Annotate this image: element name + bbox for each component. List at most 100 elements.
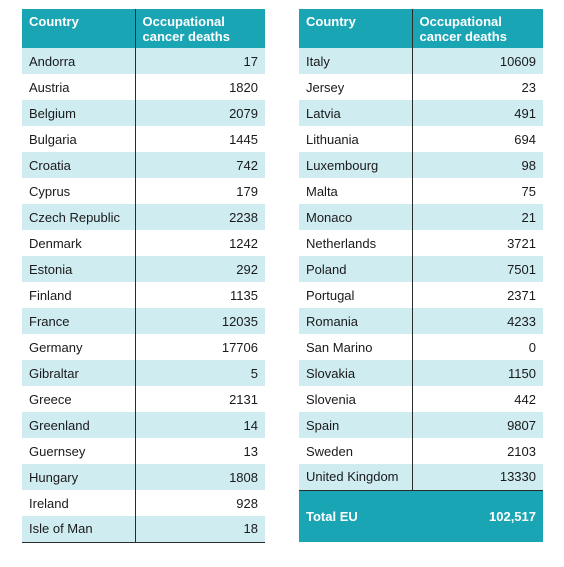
table-row: Luxembourg 98: [299, 152, 543, 178]
country-column-header: Country: [22, 9, 136, 48]
deaths-cell: 2103: [507, 443, 536, 459]
deaths-cell: 9807: [412, 412, 543, 438]
cancer-deaths-table-right: Country Occupational cancer deaths Italy…: [299, 9, 543, 542]
table-row: Latvia 491: [299, 100, 543, 126]
table-row: Cyprus 179: [22, 178, 265, 204]
country-cell: Denmark: [22, 230, 136, 256]
deaths-cell: 13: [243, 443, 258, 459]
deaths-cell: 0: [528, 339, 536, 355]
country-cell: Greece: [22, 386, 136, 412]
country-cell: Luxembourg: [299, 152, 413, 178]
table-row: Malta 75: [299, 178, 543, 204]
table-body-right: Italy 10609 Jersey 23 Latvia 491 Lithuania 694 L…: [299, 48, 543, 491]
table-row: San Marino 0: [299, 334, 543, 360]
deaths-cell: 2131: [229, 391, 258, 407]
deaths-cell: 491: [412, 100, 543, 126]
deaths-cell: 179: [236, 183, 258, 199]
deaths-cell: 3721: [507, 235, 536, 251]
deaths-cell: 17: [135, 48, 265, 74]
deaths-header-line1: Occupational: [142, 14, 225, 29]
deaths-cell: 1445: [229, 131, 258, 147]
country-cell: Gibraltar: [22, 360, 136, 386]
deaths-cell: 1135: [230, 287, 258, 303]
deaths-cell: 13330: [412, 464, 543, 491]
table-row: Lithuania 694: [299, 126, 543, 152]
country-cell: Spain: [299, 412, 413, 438]
deaths-header-line2: cancer deaths: [142, 29, 230, 44]
deaths-cell: 18: [135, 516, 265, 543]
table-row: Netherlands 3721: [299, 230, 543, 256]
table-row: Portugal 2371: [299, 282, 543, 308]
table-row: Slovenia 442: [299, 386, 543, 412]
table-header-row: Country Occupational cancer deaths: [299, 9, 543, 48]
deaths-cell: 75: [521, 183, 536, 199]
table-row: Guernsey 13: [22, 438, 265, 464]
deaths-cell: 14: [135, 412, 265, 438]
deaths-cell: 1150: [412, 360, 543, 386]
deaths-column-header: Occupational cancer deaths: [135, 9, 265, 48]
table-row: Belgium 2079: [22, 100, 265, 126]
country-cell: Romania: [299, 308, 413, 334]
country-cell: Slovenia: [299, 386, 413, 412]
table-row: Germany 17706: [22, 334, 265, 360]
table-row: Estonia 292: [22, 256, 265, 282]
table-row: Greenland 14: [22, 412, 265, 438]
country-cell: Croatia: [22, 152, 136, 178]
country-cell: Bulgaria: [22, 126, 136, 152]
country-cell: Germany: [22, 334, 136, 360]
table-row: Andorra 17: [22, 48, 265, 74]
deaths-cell: 1820: [229, 79, 258, 95]
table-row: Isle of Man 18: [22, 516, 265, 543]
table-row: France 12035: [22, 308, 265, 334]
table-row: Italy 10609: [299, 48, 543, 74]
country-cell: Estonia: [22, 256, 136, 282]
country-cell: Latvia: [299, 100, 413, 126]
country-cell: Finland: [22, 282, 136, 308]
deaths-cell: 5: [135, 360, 265, 386]
deaths-cell: 2371: [507, 287, 536, 303]
country-cell: San Marino: [299, 334, 413, 360]
table-row: United Kingdom 13330: [299, 464, 543, 491]
deaths-cell: 292: [135, 256, 265, 282]
country-cell: Portugal: [299, 282, 413, 308]
country-cell: Slovakia: [299, 360, 413, 386]
deaths-cell: 98: [412, 152, 543, 178]
table-body-left: Andorra 17 Austria 1820 Belgium 2079 Bulgaria 1…: [22, 48, 265, 543]
deaths-cell: 4233: [412, 308, 543, 334]
deaths-cell: 694: [514, 131, 536, 147]
total-value: 102,517: [412, 490, 543, 542]
deaths-cell: 23: [521, 79, 536, 95]
table-row: Monaco 21: [299, 204, 543, 230]
country-cell: Jersey: [299, 74, 413, 100]
table-row: Greece 2131: [22, 386, 265, 412]
table-row: Ireland 928: [22, 490, 265, 516]
country-cell: Sweden: [299, 438, 413, 464]
table-row: Denmark 1242: [22, 230, 265, 256]
table-row: Poland 7501: [299, 256, 543, 282]
country-cell: Andorra: [22, 48, 136, 74]
table-row: Hungary 1808: [22, 464, 265, 490]
deaths-header-line1: Occupational: [419, 14, 502, 29]
table-row: Finland 1135: [22, 282, 265, 308]
deaths-cell: 17706: [221, 339, 258, 355]
deaths-cell: 742: [135, 152, 265, 178]
table-row: Slovakia 1150: [299, 360, 543, 386]
country-cell: United Kingdom: [299, 464, 413, 491]
deaths-header-line2: cancer deaths: [419, 29, 507, 44]
table-row: Czech Republic 2238: [22, 204, 265, 230]
table-row: Spain 9807: [299, 412, 543, 438]
table-row: Austria 1820: [22, 74, 265, 100]
table-row: Sweden 2103: [299, 438, 543, 464]
deaths-cell: 10609: [412, 48, 543, 74]
country-cell: Italy: [299, 48, 413, 74]
deaths-cell: 1808: [135, 464, 265, 490]
table-header-row: Country Occupational cancer deaths: [22, 9, 265, 48]
country-cell: Isle of Man: [22, 516, 136, 543]
country-cell: Greenland: [22, 412, 136, 438]
deaths-cell: 442: [514, 391, 536, 407]
total-row: Total EU 102,517: [299, 490, 543, 542]
country-cell: Monaco: [299, 204, 413, 230]
cancer-deaths-table-left: Country Occupational cancer deaths Andor…: [22, 9, 265, 543]
table-row: Gibraltar 5: [22, 360, 265, 386]
deaths-cell: 12035: [135, 308, 265, 334]
